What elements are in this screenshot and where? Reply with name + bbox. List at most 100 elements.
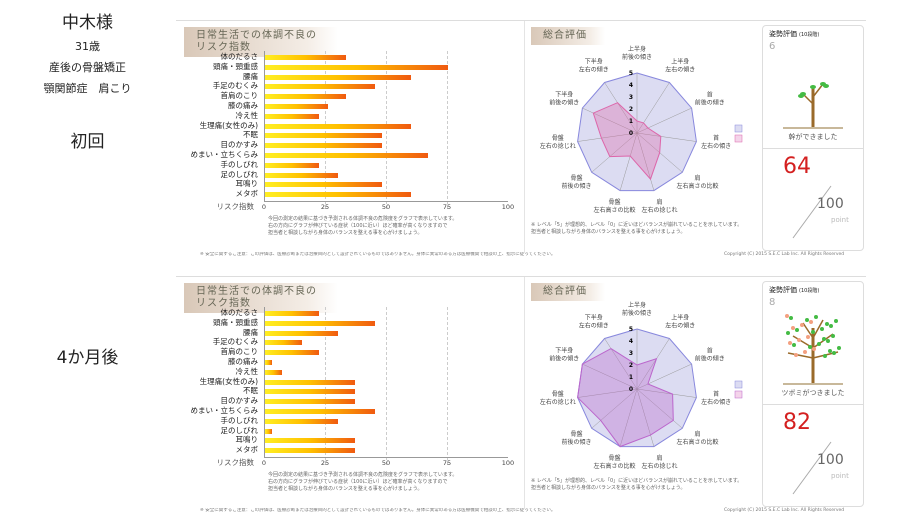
risk-category-label: めまい・立ちくらみ: [190, 150, 259, 159]
radar-note: ※ レベル「5」が理想的、レベル「0」に近いほどバランスが崩れていることを示して…: [531, 222, 742, 236]
leaf: [832, 351, 836, 355]
slash-line: [792, 185, 832, 239]
risk-category-label: メタボ: [235, 445, 259, 455]
posture-card: 姿勢評価 (10段階) 8 ツボミがつきました 82 100 point: [762, 281, 864, 507]
radar-spoke: [636, 388, 683, 429]
radar-axis-label: 前後の傾き: [549, 99, 579, 107]
tree-branch: [812, 83, 824, 98]
y-axis: [264, 307, 265, 457]
risk-category-label: 手足のむくみ: [212, 81, 258, 91]
leaf: [826, 339, 830, 343]
radar-spoke: [636, 107, 692, 134]
posture-title: 姿勢評価 (10段階): [769, 285, 819, 296]
radar-tick-label: 4: [629, 338, 633, 345]
leaf: [817, 342, 821, 346]
risk-category-label: 手のしびれ: [220, 159, 259, 169]
radar-axis-label: 下半身: [555, 91, 573, 99]
risk-category-label: 膝の痛み: [228, 357, 258, 366]
radar-axis-label: 骨盤: [608, 454, 620, 462]
risk-category-label: 頭痛・頸重感: [213, 61, 258, 71]
risk-category-label: 足のしびれ: [220, 425, 259, 435]
radar-axis-label: 骨盤: [571, 174, 583, 182]
tree-branch: [812, 333, 834, 349]
risk-bar: [265, 369, 283, 375]
radar-actual-area: [592, 102, 662, 181]
radar-tick-label: 4: [629, 82, 633, 89]
leaf: [814, 315, 818, 319]
risk-bar: [265, 360, 273, 365]
radar-axis-label: 肩: [657, 454, 663, 462]
posture-scale: (10段階): [799, 32, 820, 38]
risk-category-label: 冷え性: [235, 366, 259, 376]
risk-category-label: 耳鳴り: [235, 179, 259, 189]
leaf: [794, 353, 798, 357]
score-max: 100: [817, 452, 844, 468]
risk-bar: [265, 438, 356, 444]
risk-chart-panel: 日常生活での体調不良のリスク指数 0 25 50 75 100 リスク指数 体のだるさ 頭痛・頸…: [178, 21, 520, 245]
leaf: [812, 347, 816, 351]
patient-age: 31歳: [75, 40, 100, 53]
radar-axis-label: 下半身: [585, 57, 603, 65]
risk-bar: [265, 172, 339, 178]
radar-tick-label: 5: [629, 326, 633, 333]
radar-axis-label: 左右の傾き: [701, 398, 731, 406]
radar-axis-label: 左右高さの比較: [593, 462, 635, 470]
risk-bar: [265, 55, 346, 60]
radar-axis-label: 上半身: [628, 301, 646, 309]
radar-spoke: [636, 338, 670, 390]
radar-axis-label: 左右高さの比較: [676, 182, 718, 190]
risk-category-label: 足のしびれ: [220, 169, 259, 179]
risk-bar: [265, 320, 375, 326]
radar-spoke: [636, 132, 697, 142]
risk-chart-title: 日常生活での体調不良のリスク指数: [184, 283, 338, 313]
leaf: [823, 354, 827, 358]
risk-bar: [265, 350, 319, 356]
risk-category-label: 目のかすみ: [220, 140, 259, 150]
x-tick-label: 25: [320, 203, 330, 211]
radar-spoke: [582, 363, 638, 390]
radar-spoke: [636, 82, 670, 134]
tree-caption: 幹ができました: [788, 133, 838, 141]
safety-footnote: ※ 安全に関するご注意：この評価は、医療診断または治療目的として設計されているも…: [200, 508, 556, 513]
radar-axis-label: 前後の傾き: [622, 53, 652, 61]
risk-category-label: 腰痛: [243, 327, 258, 337]
risk-category-label: めまい・立ちくらみ: [190, 406, 259, 415]
risk-bar: [265, 143, 383, 149]
note-line: 担当者と相談しながら身体のバランスを整える事を心がけましょう。: [268, 230, 423, 236]
score-unit: point: [831, 216, 849, 224]
radar-axis-label: 骨盤: [571, 430, 583, 438]
risk-category-label: 首肩のこり: [220, 91, 259, 101]
radar-axis-label: 骨盤: [552, 134, 564, 142]
leaf: [788, 341, 792, 345]
posture-level: 8: [769, 297, 776, 308]
risk-bar: [265, 84, 375, 90]
card-divider: [763, 148, 863, 149]
leaf: [785, 314, 789, 318]
risk-bar: [265, 123, 412, 129]
overall-evaluation-panel: 総合評価 0 1 2 3 4 5 上半身 前後の傾き 上半身 左右の傾き首前後の傾き首左右の傾き肩左…: [524, 277, 761, 509]
leaf: [789, 316, 793, 320]
radar-axis-label: 首: [713, 390, 719, 398]
posture-title-text: 姿勢評価: [769, 286, 797, 294]
leaf: [805, 318, 809, 322]
radar-axis-label: 前後の傾き: [562, 438, 592, 446]
leaf: [786, 331, 790, 335]
radar-actual-area: [577, 348, 674, 448]
score-slash: [792, 185, 832, 239]
x-tick-label: 0: [261, 203, 267, 211]
patient-condition-2: 顎関節症 肩こり: [43, 82, 132, 95]
risk-chart-note: 今回の測定の結果に基づき予測される体調不良の危険度をグラフで表示しています。 右の…: [268, 472, 457, 493]
copyright: Copyright (C) 2015 S.E.C Lab Inc. All Ri…: [724, 252, 845, 257]
posture-card: 姿勢評価 (10段階) 6 幹ができました 64 100 point: [762, 25, 864, 251]
radar-tick-label: 1: [629, 374, 633, 381]
risk-bar: [265, 153, 429, 158]
risk-bar: [265, 94, 346, 100]
risk-category-label: メタボ: [235, 189, 259, 199]
report-after: 日常生活での体調不良のリスク指数 0 25 50 75 100 リスク指数 体のだるさ 頭痛・頸…: [176, 276, 866, 515]
risk-bar: [265, 64, 448, 70]
leaf: [820, 327, 824, 331]
risk-bar: [265, 448, 356, 454]
slash-line: [792, 441, 832, 495]
risk-category-label: 不眠: [243, 386, 258, 396]
note-line: 今回の測定の結果に基づき予測される体調不良の危険度をグラフで表示しています。: [268, 216, 458, 222]
